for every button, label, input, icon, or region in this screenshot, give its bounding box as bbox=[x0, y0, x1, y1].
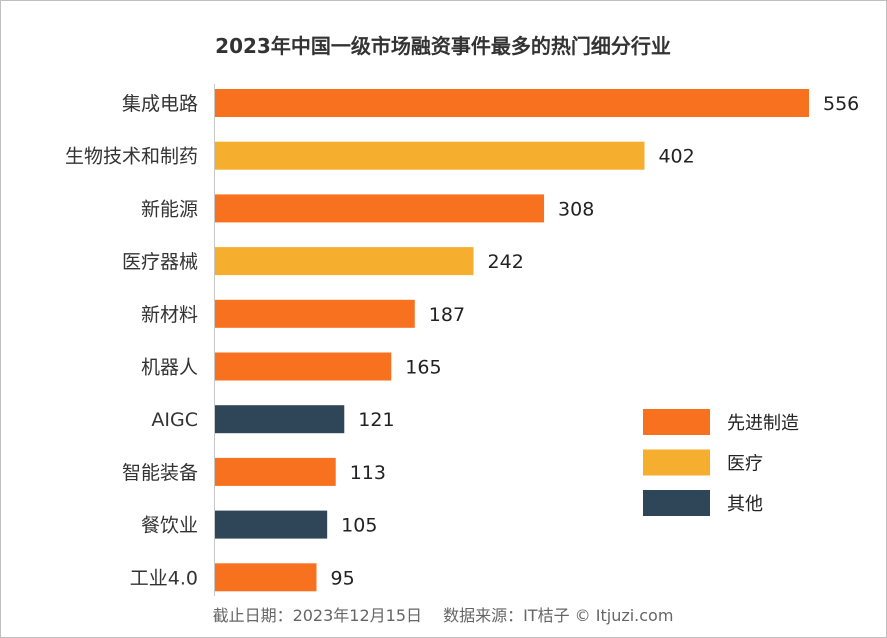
data-label: 308 bbox=[558, 198, 594, 220]
footer-source: 截止日期：2023年12月15日 数据来源：IT桔子 © Itjuzi.com bbox=[213, 606, 674, 625]
bar bbox=[215, 299, 415, 328]
legend-swatch bbox=[643, 409, 710, 435]
data-label: 95 bbox=[330, 567, 354, 589]
bar bbox=[215, 457, 336, 486]
legend-label: 先进制造 bbox=[727, 413, 799, 434]
legend-label: 医疗 bbox=[727, 454, 763, 475]
legend-swatch bbox=[643, 449, 710, 476]
category-label: 工业4.0 bbox=[130, 567, 198, 589]
legend-label: 其他 bbox=[727, 494, 763, 515]
data-label: 556 bbox=[823, 93, 859, 115]
legend-swatch bbox=[643, 490, 710, 516]
data-label: 402 bbox=[658, 146, 694, 168]
bar bbox=[215, 141, 645, 170]
data-label: 113 bbox=[350, 462, 386, 484]
category-label: AIGC bbox=[151, 409, 198, 431]
category-label: 机器人 bbox=[141, 357, 198, 379]
data-label: 187 bbox=[429, 304, 465, 326]
bar bbox=[215, 247, 474, 276]
category-label: 新能源 bbox=[141, 198, 198, 220]
category-label: 新材料 bbox=[141, 304, 198, 326]
bar bbox=[215, 405, 345, 434]
bar bbox=[215, 352, 392, 381]
category-label: 医疗器械 bbox=[122, 251, 198, 273]
data-label: 165 bbox=[405, 357, 441, 379]
data-label: 242 bbox=[488, 251, 524, 273]
bar bbox=[215, 194, 545, 223]
category-label: 餐饮业 bbox=[141, 515, 198, 537]
category-label: 智能装备 bbox=[122, 462, 198, 484]
category-label: 集成电路 bbox=[122, 93, 198, 115]
bar bbox=[215, 89, 809, 117]
bar bbox=[215, 563, 317, 592]
bar bbox=[215, 510, 328, 539]
data-label: 105 bbox=[341, 515, 377, 537]
category-label: 生物技术和制药 bbox=[65, 146, 198, 168]
chart-title: 2023年中国一级市场融资事件最多的热门细分行业 bbox=[215, 34, 671, 58]
data-label: 121 bbox=[358, 409, 394, 431]
